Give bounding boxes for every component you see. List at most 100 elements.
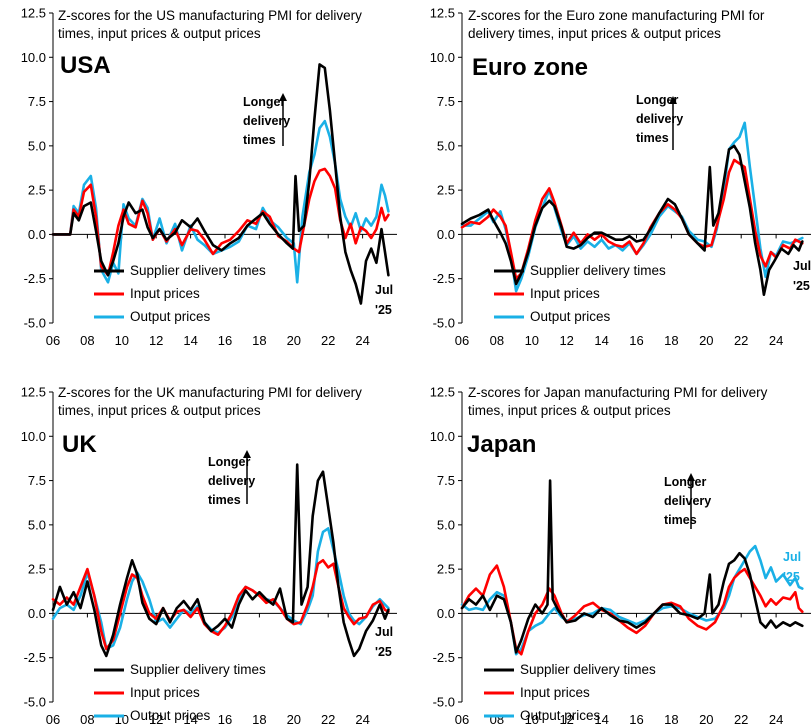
- y-tick-label: -5.0: [24, 695, 46, 710]
- x-tick-label: 14: [183, 333, 197, 348]
- annotation-text: Longer: [208, 455, 250, 469]
- panel-uk: -5.0 -2.5 0.0 2.5 5.0 7.5 10.0 12.5 06 08 10 12 14 16…: [21, 385, 397, 727]
- end-label: Jul: [375, 625, 393, 639]
- end-label: '25: [375, 303, 392, 317]
- series-line-supplier-delivery-times: [51, 463, 390, 658]
- x-tick-label: 20: [699, 333, 713, 348]
- up-arrow-head: [279, 93, 287, 101]
- annotation-text: times: [208, 493, 241, 507]
- chart-title-line: Z-scores for the US manufacturing PMI fo…: [58, 8, 362, 23]
- annotation-text: times: [636, 131, 669, 145]
- x-tick-label: 14: [183, 712, 197, 727]
- legend-label: Input prices: [520, 685, 590, 700]
- chart-title-line: delivery times, input prices & output pr…: [468, 26, 721, 41]
- up-arrow-head: [243, 450, 251, 458]
- x-tick-label: 12: [559, 712, 573, 727]
- y-tick-label: 5.0: [28, 517, 46, 532]
- x-tick-label: 10: [525, 333, 539, 348]
- x-tick-label: 18: [664, 712, 678, 727]
- chart-title-line: Z-scores for Japan manufacturing PMI for…: [468, 385, 768, 400]
- legend-label: Input prices: [130, 286, 200, 301]
- x-tick-label: 22: [321, 712, 335, 727]
- panel-usa: -5.0 -2.5 0.0 2.5 5.0 7.5 10.0 12.5 06 08 10 12 14 16…: [21, 6, 397, 348]
- y-tick-label: 10.0: [430, 50, 455, 65]
- series-line-supplier-delivery-times: [460, 479, 804, 654]
- legend-label: Supplier delivery times: [130, 662, 266, 677]
- annotation-text: Longer: [243, 95, 285, 109]
- x-tick-label: 12: [149, 712, 163, 727]
- end-label: '25: [783, 570, 800, 584]
- y-tick-label: 7.5: [437, 473, 455, 488]
- y-tick-label: 2.5: [437, 183, 455, 198]
- end-label: Jul: [793, 259, 811, 273]
- x-tick-label: 08: [490, 712, 504, 727]
- x-tick-label: 12: [149, 333, 163, 348]
- series-line-input-prices: [51, 167, 390, 277]
- x-tick-label: 16: [218, 333, 232, 348]
- y-tick-label: 10.0: [21, 50, 46, 65]
- y-tick-label: 7.5: [28, 473, 46, 488]
- series-line-supplier-delivery-times: [51, 63, 390, 305]
- x-tick-label: 18: [252, 712, 266, 727]
- x-tick-label: 24: [355, 333, 369, 348]
- x-tick-label: 18: [252, 333, 266, 348]
- chart-title-line: times, input prices & output prices: [58, 403, 261, 418]
- x-tick-label: 14: [594, 333, 608, 348]
- panel-euro-zone: -5.0 -2.5 0.0 2.5 5.0 7.5 10.0 12.5 06 08 10 12 14 16…: [430, 6, 811, 348]
- end-label: Jul: [783, 550, 801, 564]
- y-tick-label: -5.0: [24, 316, 46, 331]
- y-tick-label: 0.0: [437, 227, 455, 242]
- x-tick-label: 12: [559, 333, 573, 348]
- x-tick-label: 08: [80, 712, 94, 727]
- y-tick-label: 2.5: [28, 562, 46, 577]
- legend-label: Input prices: [530, 286, 600, 301]
- y-tick-label: 12.5: [430, 385, 455, 400]
- annotation-text: times: [243, 133, 276, 147]
- chart-title-line: Z-scores for the UK manufacturing PMI fo…: [58, 385, 362, 400]
- series-line-supplier-delivery-times: [460, 144, 804, 296]
- y-tick-label: -2.5: [24, 271, 46, 286]
- y-tick-label: 2.5: [28, 183, 46, 198]
- x-tick-label: 08: [490, 333, 504, 348]
- chart-title-line: Z-scores for the Euro zone manufacturing…: [468, 8, 765, 23]
- end-label: '25: [375, 645, 392, 659]
- region-label: UK: [62, 431, 97, 458]
- region-label: USA: [60, 52, 111, 79]
- annotation-text: delivery: [636, 112, 683, 126]
- legend-label: Output prices: [130, 708, 211, 723]
- x-tick-label: 16: [629, 333, 643, 348]
- y-tick-label: -5.0: [433, 695, 455, 710]
- annotation-text: Longer: [664, 475, 706, 489]
- y-tick-label: 2.5: [437, 562, 455, 577]
- x-tick-label: 14: [594, 712, 608, 727]
- y-tick-label: -2.5: [433, 271, 455, 286]
- x-tick-label: 08: [80, 333, 94, 348]
- x-tick-label: 06: [455, 712, 469, 727]
- x-tick-label: 16: [629, 712, 643, 727]
- panel-japan: -5.0 -2.5 0.0 2.5 5.0 7.5 10.0 12.5 06 08 10 12 14 16…: [430, 385, 811, 727]
- y-tick-label: 0.0: [28, 227, 46, 242]
- y-tick-label: 5.0: [437, 138, 455, 153]
- x-tick-label: 22: [734, 333, 748, 348]
- region-label: Euro zone: [472, 54, 588, 81]
- y-tick-label: 10.0: [21, 429, 46, 444]
- x-tick-label: 06: [46, 712, 60, 727]
- region-label: Japan: [467, 431, 536, 458]
- y-tick-label: 0.0: [437, 606, 455, 621]
- legend-label: Input prices: [130, 685, 200, 700]
- y-tick-label: 12.5: [430, 6, 455, 21]
- annotation-text: delivery: [208, 474, 255, 488]
- x-tick-label: 10: [115, 712, 129, 727]
- legend-label: Output prices: [520, 708, 601, 723]
- up-arrow-head: [687, 473, 695, 481]
- annotation-text: delivery: [243, 114, 290, 128]
- up-arrow-head: [669, 96, 677, 104]
- x-tick-label: 10: [115, 333, 129, 348]
- y-tick-label: -5.0: [433, 316, 455, 331]
- x-tick-label: 24: [355, 712, 369, 727]
- y-tick-label: 7.5: [437, 94, 455, 109]
- x-tick-label: 24: [769, 712, 783, 727]
- y-tick-label: 12.5: [21, 385, 46, 400]
- x-tick-label: 20: [287, 333, 301, 348]
